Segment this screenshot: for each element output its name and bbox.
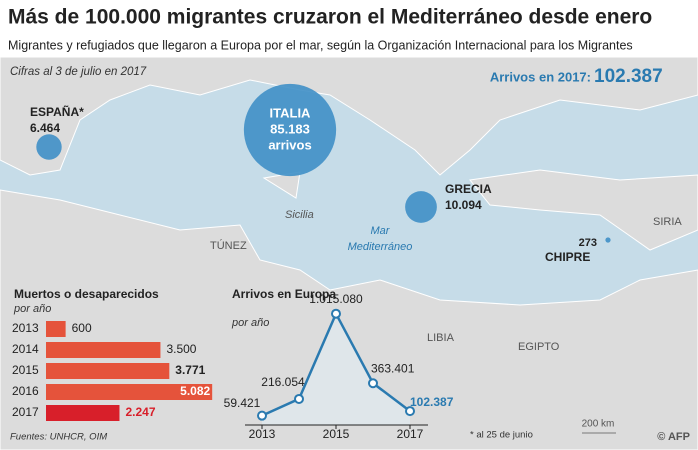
- place: Mar: [371, 225, 391, 237]
- bubble-label: CHIPRE: [545, 250, 590, 264]
- place: Mediterráneo: [348, 241, 413, 253]
- bubble-label: ITALIA: [270, 105, 312, 120]
- place: EGIPTO: [518, 341, 560, 353]
- category-label: 2014: [12, 342, 39, 356]
- bubble: [243, 83, 337, 177]
- bubble-label: 6.464: [30, 121, 60, 135]
- value-label: 3.500: [166, 342, 196, 356]
- bubble-label: 85.183: [270, 121, 310, 136]
- bubble: [36, 134, 62, 160]
- place: LIBIA: [427, 332, 455, 344]
- date-note: Cifras al 3 de julio en 2017: [10, 66, 147, 78]
- x-tick-label: 2013: [249, 427, 276, 441]
- bar: [46, 363, 170, 379]
- x-tick-label: 2017: [397, 427, 424, 441]
- value-label: 3.771: [175, 363, 205, 377]
- place: TÚNEZ: [210, 239, 247, 252]
- scale-label: 200 km: [582, 419, 615, 430]
- total-label: Arrivos en 2017:: [490, 69, 591, 84]
- bubble: [405, 191, 437, 223]
- value-label: 59.421: [224, 396, 261, 410]
- point: [331, 308, 341, 319]
- bar: [46, 321, 66, 337]
- category-label: 2015: [12, 363, 39, 377]
- total-value: 102.387: [594, 66, 663, 87]
- value-label: 5.082: [180, 384, 210, 398]
- credit: © AFP: [657, 431, 690, 443]
- value-label: 2.247: [125, 405, 155, 419]
- category-label: 2016: [12, 384, 39, 398]
- x-tick-label: 2015: [323, 427, 350, 441]
- title: Más de 100.000 migrantes cruzaron el Med…: [8, 6, 652, 29]
- bubble-label: arrivos: [268, 137, 311, 152]
- sources: Fuentes: UNHCR, OIM: [10, 432, 107, 443]
- chart-subtitle: por año: [231, 317, 269, 329]
- title-block: Más de 100.000 migrantes cruzaron el Med…: [8, 6, 663, 87]
- footnote: * al 25 de junio: [470, 430, 533, 441]
- bar: [46, 405, 120, 421]
- value-label: 216.054: [261, 375, 305, 389]
- bubble-label: GRECIA: [445, 182, 492, 196]
- category-label: 2013: [12, 321, 39, 335]
- point: [368, 378, 378, 389]
- bar: [46, 342, 161, 358]
- chart-subtitle: por año: [13, 303, 51, 315]
- category-label: 2017: [12, 405, 39, 419]
- point: [257, 410, 267, 421]
- place-labels: Sicilia TÚNEZ Mar Mediterráneo LIBIA EGI…: [210, 209, 682, 434]
- value-label: 102.387: [410, 395, 454, 409]
- point: [405, 406, 415, 417]
- subtitle: Migrantes y refugiados que llegaron a Eu…: [8, 38, 633, 52]
- value-label: 600: [72, 321, 92, 335]
- value-label: 1.015.080: [309, 292, 363, 306]
- place: Sicilia: [285, 209, 314, 221]
- place: SIRIA: [653, 216, 682, 228]
- bubble-label: ESPAÑA*: [30, 104, 84, 119]
- bubble: [605, 237, 611, 243]
- point: [294, 393, 304, 404]
- bubble-label: 273: [579, 237, 597, 249]
- bubble-label: 10.094: [445, 198, 482, 212]
- chart-title: Muertos o desaparecidos: [14, 287, 159, 301]
- value-label: 363.401: [371, 361, 415, 375]
- bar: [46, 384, 213, 400]
- area: [262, 313, 410, 425]
- chart-title: Arrivos en Europa: [232, 287, 336, 301]
